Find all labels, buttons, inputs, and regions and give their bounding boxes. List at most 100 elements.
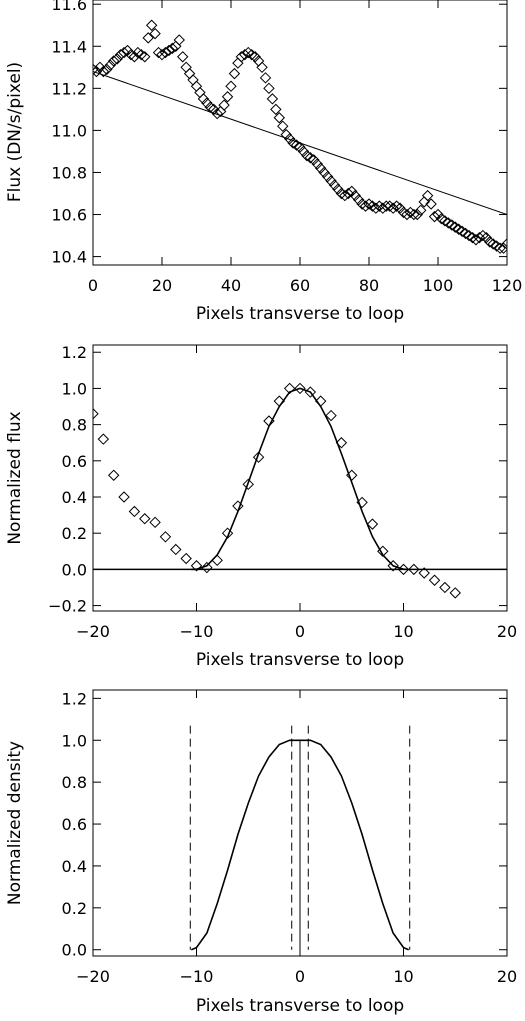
data-point bbox=[166, 42, 179, 55]
x-tick-label: 60 bbox=[290, 276, 310, 295]
data-point bbox=[432, 208, 444, 221]
data-point bbox=[321, 170, 334, 183]
y-tick-label: 1.0 bbox=[62, 731, 87, 750]
y-tick-label: 1.2 bbox=[62, 689, 87, 708]
data-point bbox=[235, 51, 248, 63]
data-layer bbox=[93, 382, 507, 599]
data-point bbox=[93, 63, 99, 76]
y-tick-label: 10.4 bbox=[51, 248, 87, 267]
x-tick-label: 100 bbox=[423, 276, 454, 295]
data-point bbox=[390, 200, 403, 212]
data-point bbox=[311, 158, 323, 170]
data-point bbox=[418, 567, 430, 579]
data-point bbox=[228, 67, 241, 80]
y-tick-label: 0.6 bbox=[62, 815, 87, 834]
data-point bbox=[149, 27, 161, 40]
x-tick-label: 40 bbox=[221, 276, 241, 295]
data-point bbox=[263, 82, 275, 95]
data-point bbox=[484, 236, 496, 248]
data-point bbox=[201, 97, 213, 109]
data-point bbox=[294, 382, 306, 395]
data-point bbox=[156, 48, 168, 61]
y-tick-label: 0.0 bbox=[62, 560, 87, 579]
data-point bbox=[366, 518, 379, 530]
x-tick-label: −10 bbox=[180, 622, 214, 641]
data-point bbox=[149, 516, 161, 529]
data-point bbox=[501, 238, 507, 250]
data-point bbox=[211, 107, 223, 120]
data-point bbox=[128, 51, 141, 63]
y-tick-label: 0.4 bbox=[62, 488, 87, 507]
data-point bbox=[318, 166, 330, 179]
data-point bbox=[342, 187, 355, 200]
data-point bbox=[94, 61, 106, 74]
data-point bbox=[394, 202, 406, 214]
data-point bbox=[277, 120, 289, 132]
data-point bbox=[221, 91, 234, 103]
data-point bbox=[104, 59, 116, 71]
data-point bbox=[349, 189, 361, 202]
x-tick-label: 0 bbox=[295, 967, 305, 986]
data-point bbox=[176, 51, 189, 63]
x-tick-label: 10 bbox=[393, 967, 413, 986]
axis-ticks bbox=[92, 345, 508, 611]
y-tick-label: 0.2 bbox=[62, 524, 87, 543]
data-point bbox=[232, 57, 244, 69]
data-point bbox=[132, 46, 144, 59]
data-point bbox=[142, 32, 154, 44]
y-tick-label: 11.6 bbox=[51, 0, 87, 14]
y-axis-label: Normalized density bbox=[5, 741, 25, 905]
x-tick-label: 120 bbox=[492, 276, 523, 295]
data-point bbox=[211, 554, 223, 567]
data-point bbox=[411, 208, 424, 221]
data-point bbox=[387, 560, 399, 572]
data-point bbox=[187, 74, 199, 86]
data-point bbox=[252, 55, 265, 67]
tick-labels: −20 −10 0 10 20 0.0 0.2 0.4 0.6 0.8 1.0 1.2 bbox=[62, 689, 518, 986]
x-tick-label: −20 bbox=[76, 622, 110, 641]
data-point bbox=[280, 128, 292, 141]
data-point bbox=[439, 581, 451, 594]
data-point bbox=[128, 505, 141, 518]
x-tick-label: −10 bbox=[180, 967, 214, 986]
data-point bbox=[497, 242, 507, 254]
data-point bbox=[107, 55, 120, 67]
y-tick-label: 10.6 bbox=[51, 206, 87, 225]
data-point bbox=[180, 61, 192, 74]
data-point bbox=[93, 408, 99, 420]
data-point bbox=[352, 194, 365, 206]
data-point bbox=[125, 48, 137, 61]
axis-ticks bbox=[92, 690, 508, 956]
x-tick-label: 20 bbox=[152, 276, 172, 295]
data-point bbox=[245, 48, 258, 61]
data-point bbox=[449, 587, 461, 599]
y-tick-label: 0.8 bbox=[62, 773, 87, 792]
data-point bbox=[118, 46, 130, 59]
data-point bbox=[459, 227, 472, 240]
data-point bbox=[194, 86, 206, 99]
y-axis-label: Flux (DN/s/pixel) bbox=[5, 62, 25, 202]
data-point bbox=[252, 451, 265, 463]
data-point bbox=[408, 563, 420, 576]
y-tick-label: 0.2 bbox=[62, 899, 87, 918]
x-tick-label: 10 bbox=[393, 622, 413, 641]
y-tick-label: 1.0 bbox=[62, 379, 87, 398]
data-point bbox=[435, 213, 448, 225]
data-point bbox=[304, 152, 317, 164]
data-point bbox=[408, 208, 420, 221]
x-tick-label: 0 bbox=[295, 622, 305, 641]
data-point bbox=[283, 382, 296, 395]
data-point bbox=[190, 560, 203, 572]
data-point bbox=[101, 63, 113, 76]
y-tick-label: 1.2 bbox=[62, 343, 87, 362]
data-point bbox=[335, 437, 348, 449]
data-point bbox=[159, 531, 172, 543]
x-tick-label: 80 bbox=[359, 276, 379, 295]
data-point bbox=[490, 240, 503, 252]
data-point bbox=[97, 433, 110, 445]
data-point bbox=[301, 149, 313, 162]
data-point bbox=[446, 219, 458, 231]
data-point bbox=[170, 543, 182, 556]
x-tick-label: 0 bbox=[88, 276, 98, 295]
data-point bbox=[294, 141, 306, 153]
